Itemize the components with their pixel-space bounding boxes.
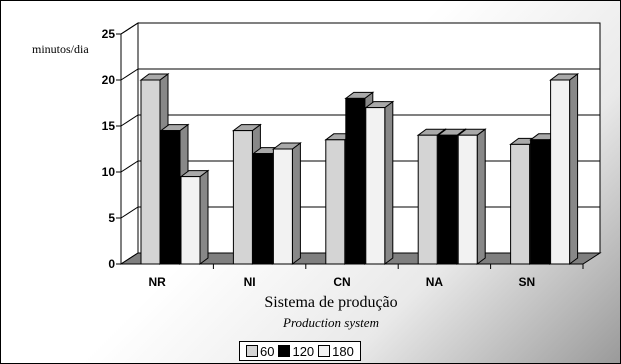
bar-front [510,143,531,265]
legend-label-120: 120 [292,343,315,359]
y-tick-label: 15 [102,119,116,133]
bar-side [476,128,486,265]
bar-SN-180 [549,73,580,265]
legend-label-60: 60 [260,343,275,359]
y-tick-label: 25 [102,27,116,41]
bar-front [417,134,438,265]
x-axis-title: Sistema de produção [264,294,397,311]
bar-side [569,73,579,265]
legend-swatch-180 [318,345,331,357]
bar-front [180,176,201,265]
bar-front [437,134,458,265]
bar-front [272,148,293,265]
bar-NR-180 [179,169,210,265]
y-tick-label: 5 [108,211,115,225]
bar-side [199,169,209,265]
bar-front [252,153,273,265]
legend-swatch-60 [246,345,258,357]
legend-item-60: 60 [246,344,274,359]
x-axis-subtitle: Production system [282,315,379,330]
legend-swatch-120 [278,345,291,357]
bar-front [530,139,551,265]
bar-front [325,139,346,265]
bar-front [140,79,161,265]
y-tick-label: 20 [102,73,116,87]
gridline [120,22,600,35]
x-tick-label-NI: NI [244,275,256,289]
legend-item-180: 180 [318,344,354,359]
gridline [120,114,600,127]
legend: 60 120 180 [239,341,361,361]
bar-front [160,130,181,265]
x-tick-label-NA: NA [426,275,444,289]
bar-front [550,79,571,265]
gridline [120,68,600,81]
bar-front [232,130,253,265]
bar-NA-180 [456,128,487,265]
bar-side [291,142,301,265]
y-tick-label: 10 [102,165,116,179]
bar-front [457,134,478,265]
bar-front [365,107,386,265]
bar-front [345,97,366,265]
bar-NI-180 [271,142,302,265]
bar-CN-180 [364,100,395,265]
x-tick-label-CN: CN [333,275,350,289]
legend-label-180: 180 [332,343,354,359]
side-wall [120,22,139,265]
bar-side [384,100,394,265]
x-tick-label-SN: SN [518,275,535,289]
y-tick-label: 0 [108,257,115,271]
x-tick-label-NR: NR [149,275,167,289]
legend-item-120: 120 [278,344,314,359]
y-axis-title: minutos/dia [32,42,89,56]
